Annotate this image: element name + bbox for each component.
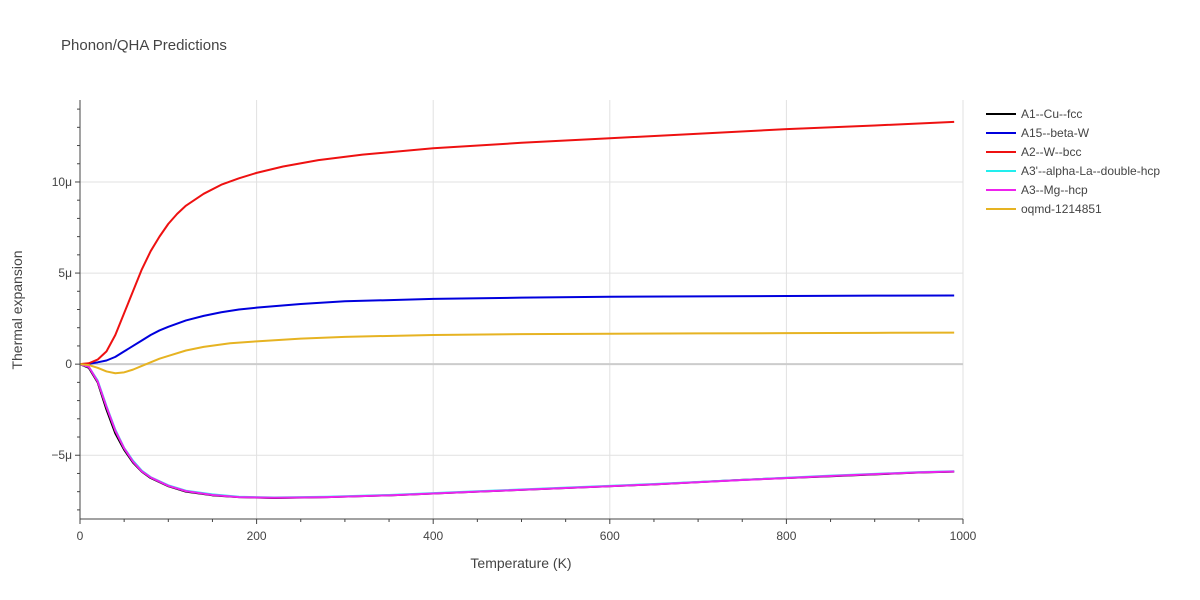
legend[interactable]: A1--Cu--fcc A15--beta-W A2--W--bcc A3'--alp…: [986, 107, 1160, 216]
x-tick-label: 800: [776, 529, 796, 543]
legend-item[interactable]: oqmd-1214851: [986, 202, 1102, 216]
chart-title: Phonon/QHA Predictions: [61, 37, 227, 54]
legend-item[interactable]: A2--W--bcc: [986, 145, 1081, 159]
x-tick-label: 200: [247, 529, 267, 543]
legend-item[interactable]: A3'--alpha-La--double-hcp: [986, 164, 1160, 178]
y-axis-title: Thermal expansion: [9, 250, 25, 369]
series-line: [79, 363, 955, 499]
legend-item[interactable]: A15--beta-W: [986, 126, 1090, 140]
legend-label: A15--beta-W: [1021, 126, 1090, 140]
legend-label: A3'--alpha-La--double-hcp: [1021, 164, 1160, 178]
x-axis-title: Temperature (K): [470, 555, 571, 571]
y-tick-label: −5μ: [51, 448, 72, 462]
legend-label: A2--W--bcc: [1021, 145, 1081, 159]
legend-label: A3--Mg--hcp: [1021, 183, 1088, 197]
legend-item[interactable]: A1--Cu--fcc: [986, 107, 1082, 121]
grid: [80, 100, 964, 519]
y-tick-label: 0: [65, 357, 72, 371]
legend-item[interactable]: A3--Mg--hcp: [986, 183, 1088, 197]
series-line: [79, 331, 955, 375]
x-tick-label: 600: [600, 529, 620, 543]
y-tick-label: 10μ: [52, 175, 72, 189]
series-line: [79, 363, 955, 500]
x-tick-label: 0: [77, 529, 84, 543]
series-line: [79, 294, 955, 366]
x-tick-label: 400: [423, 529, 443, 543]
legend-label: A1--Cu--fcc: [1021, 107, 1082, 121]
series-line: [79, 120, 955, 366]
axes: [75, 100, 964, 524]
y-tick-label: 5μ: [58, 266, 72, 280]
tick-labels: 0 200 400 600 800 1000 −5μ 0 5μ 10μ: [51, 175, 976, 543]
series-group: [79, 120, 955, 500]
x-tick-label: 1000: [950, 529, 977, 543]
legend-label: oqmd-1214851: [1021, 202, 1102, 216]
